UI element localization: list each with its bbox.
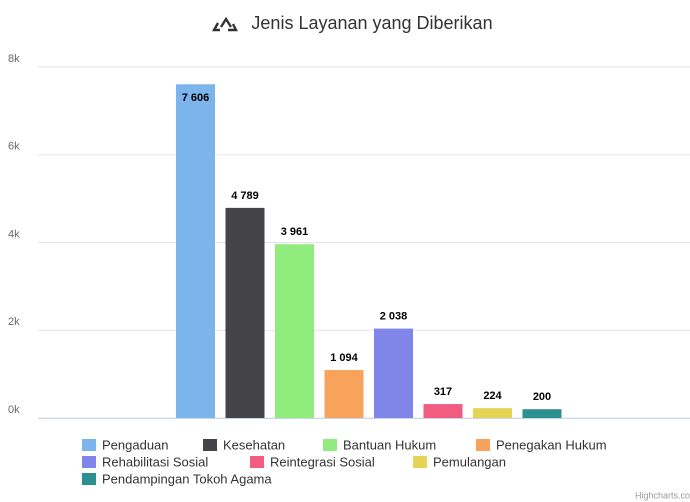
data-label: 224 — [483, 390, 502, 402]
legend-symbol — [476, 439, 490, 451]
legend-symbol — [323, 439, 337, 451]
legend-item[interactable]: Pemulangan — [433, 454, 506, 469]
bar — [424, 404, 463, 418]
data-label: 3 961 — [281, 226, 309, 238]
data-label: 7 606 — [182, 92, 210, 104]
bar — [226, 208, 265, 418]
bar — [523, 409, 562, 418]
legend-symbol — [82, 473, 96, 485]
y-tick-label: 0k — [8, 404, 20, 416]
legend-item[interactable]: Rehabilitasi Sosial — [102, 454, 208, 469]
legend-item[interactable]: Kesehatan — [223, 437, 285, 452]
bar — [275, 244, 314, 418]
bar — [325, 370, 364, 418]
y-tick-label: 8k — [8, 53, 20, 65]
y-tick-label: 6k — [8, 141, 20, 153]
y-tick-label: 4k — [8, 228, 20, 240]
data-label: 2 038 — [380, 310, 408, 322]
data-label: 317 — [434, 386, 452, 398]
data-label: 4 789 — [231, 190, 259, 202]
chart: Jenis Layanan yang Diberikan Highcharts.… — [0, 0, 690, 502]
legend-item[interactable]: Reintegrasi Sosial — [270, 454, 375, 469]
legend-item[interactable]: Pengaduan — [102, 437, 169, 452]
legend-symbol — [250, 456, 264, 468]
chart-title: Jenis Layanan yang Diberikan — [251, 13, 492, 33]
legend-symbol — [82, 456, 96, 468]
legend-symbol — [82, 439, 96, 451]
y-tick-label: 2k — [8, 316, 20, 328]
title-icon — [214, 19, 236, 30]
legend-item[interactable]: Bantuan Hukum — [343, 437, 436, 452]
legend-symbol — [413, 456, 427, 468]
data-label: 1 094 — [330, 352, 358, 364]
legend-symbol — [203, 439, 217, 451]
bar — [374, 329, 413, 418]
credits[interactable]: Highcharts.co — [635, 490, 690, 500]
bar — [473, 408, 512, 418]
legend-item[interactable]: Pendampingan Tokoh Agama — [102, 471, 272, 486]
legend-item[interactable]: Penegakan Hukum — [496, 437, 607, 452]
bar — [176, 84, 215, 418]
data-label: 200 — [533, 391, 551, 403]
